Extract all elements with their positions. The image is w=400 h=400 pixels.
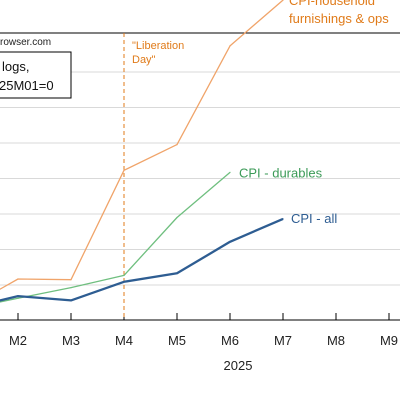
- series-line-2: [0, 217, 284, 302]
- series-line-1: [0, 171, 231, 303]
- data-point-2-M3: [70, 299, 72, 301]
- series-lines: [0, 0, 284, 303]
- annotation-text-line-1: "Liberation: [132, 40, 184, 52]
- series-label-household-line-2: furnishings & ops: [289, 11, 389, 26]
- data-point-1-M5: [176, 216, 178, 219]
- x-tick-label-M9: M9: [380, 333, 398, 348]
- x-tick-label-M7: M7: [274, 333, 292, 348]
- data-point-2-M4: [123, 281, 125, 283]
- x-tick-label-M4: M4: [115, 333, 133, 348]
- grid-lines: [0, 71, 400, 286]
- y-legend-box: [0, 51, 72, 99]
- x-tick-label-M3: M3: [62, 333, 80, 348]
- x-tick-label-M8: M8: [327, 333, 345, 348]
- data-point-2-M6: [229, 241, 231, 243]
- series-label-household-line-1: CPI-household: [289, 0, 375, 8]
- series-label-durables: CPI - durables: [239, 165, 323, 180]
- data-point-2-M7: [282, 218, 284, 220]
- y-legend-line-2: 25M01=0: [0, 78, 54, 93]
- source-text: rowser.com: [0, 37, 51, 48]
- data-point-0-M3: [70, 279, 72, 281]
- x-tick-label-M6: M6: [221, 333, 239, 348]
- data-point-1-M6: [229, 171, 231, 173]
- data-point-1-M4: [123, 274, 125, 276]
- annotation-text-line-2: Day": [132, 54, 156, 66]
- data-point-0-M4: [123, 169, 125, 171]
- data-point-2-M5: [176, 272, 178, 274]
- x-tick-label-M5: M5: [168, 333, 186, 348]
- x-year-label: 2025: [224, 358, 253, 373]
- plot-frame: [0, 32, 400, 321]
- data-point-0-M5: [176, 144, 178, 146]
- x-tick-label-M2: M2: [9, 333, 27, 348]
- data-point-1-M3: [70, 287, 72, 289]
- data-point-2-M2: [17, 295, 19, 297]
- data-point-1-M2: [17, 297, 19, 299]
- data-point-0-M2: [17, 278, 19, 280]
- data-point-0-M7: [282, 0, 284, 1]
- series-label-all: CPI - all: [291, 211, 337, 226]
- y-legend-line-1: logs,: [2, 59, 29, 74]
- x-axis: M2 M3 M4 M5 M6 M7 M8 M9: [9, 313, 398, 348]
- data-point-0-M6: [229, 45, 231, 47]
